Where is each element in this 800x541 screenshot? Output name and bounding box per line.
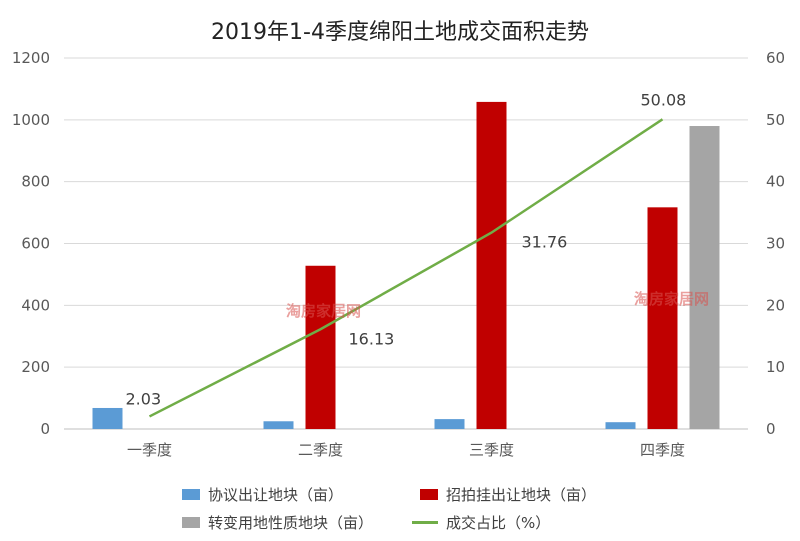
legend-swatch-auction xyxy=(420,489,438,500)
y-right-tick-label: 0 xyxy=(766,420,776,438)
x-tick-label: 二季度 xyxy=(298,441,343,459)
ratio-data-label: 16.13 xyxy=(349,329,395,348)
ratio-data-label: 2.03 xyxy=(126,389,162,408)
y-left-tick-label: 400 xyxy=(21,296,50,314)
x-tick-label: 一季度 xyxy=(127,441,172,459)
bar-2-3 xyxy=(689,126,720,430)
bar-0-0 xyxy=(92,407,123,429)
y-right-tick-label: 40 xyxy=(766,173,785,191)
bar-1-1 xyxy=(305,265,336,429)
bar-1-3 xyxy=(647,207,678,429)
bars xyxy=(92,101,720,430)
ratio-line xyxy=(148,118,664,418)
y-left-tick-label: 800 xyxy=(21,173,50,191)
ratio-polyline xyxy=(148,118,664,418)
gridlines xyxy=(64,57,748,430)
y-right-tick-label: 30 xyxy=(766,235,785,253)
y-left-tick-label: 1000 xyxy=(12,111,50,129)
y-right-tick-label: 60 xyxy=(766,49,785,67)
x-tick-label: 四季度 xyxy=(640,441,685,459)
ratio-data-label: 31.76 xyxy=(522,233,568,252)
axis-ticks: 0 0 200 10 400 20 600 30 800 40 1000 50 1200 60 一季度 二季度… xyxy=(12,49,785,459)
y-left-tick-label: 600 xyxy=(21,235,50,253)
y-left-tick-label: 0 xyxy=(40,420,50,438)
chart-title: 2019年1-4季度绵阳土地成交面积走势 xyxy=(211,20,589,45)
y-right-tick-label: 50 xyxy=(766,111,785,129)
watermark-right: 淘房家居网 xyxy=(634,290,710,308)
legend-label-agreement: 协议出让地块（亩） xyxy=(208,486,344,504)
ratio-data-label: 50.08 xyxy=(641,90,687,109)
legend-item-ratio: 成交占比（%） xyxy=(412,512,550,533)
legend-item-auction: 招拍挂出让地块（亩） xyxy=(420,484,596,505)
x-tick-label: 三季度 xyxy=(469,441,514,459)
legend-swatch-agreement xyxy=(182,489,200,500)
watermark-left: 淘房家居网 xyxy=(286,302,362,320)
y-right-tick-label: 10 xyxy=(766,358,785,376)
legend-item-agreement: 协议出让地块（亩） xyxy=(182,484,343,505)
legend-swatch-ratio xyxy=(412,521,438,524)
bar-1-2 xyxy=(476,101,507,429)
legend-label-auction: 招拍挂出让地块（亩） xyxy=(446,486,597,504)
y-right-tick-label: 20 xyxy=(766,296,785,314)
legend-swatch-conversion xyxy=(182,517,200,528)
bar-0-1 xyxy=(263,421,294,429)
bar-0-3 xyxy=(605,422,636,429)
legend-label-conversion: 转变用地性质地块（亩） xyxy=(208,514,374,532)
legend-item-conversion: 转变用地性质地块（亩） xyxy=(182,512,373,533)
legend-label-ratio: 成交占比（%） xyxy=(446,514,551,532)
y-left-tick-label: 1200 xyxy=(12,49,50,67)
y-left-tick-label: 200 xyxy=(21,358,50,376)
bar-0-2 xyxy=(434,419,465,429)
data-labels: 2.03 16.13 31.76 50.08 xyxy=(126,90,687,408)
